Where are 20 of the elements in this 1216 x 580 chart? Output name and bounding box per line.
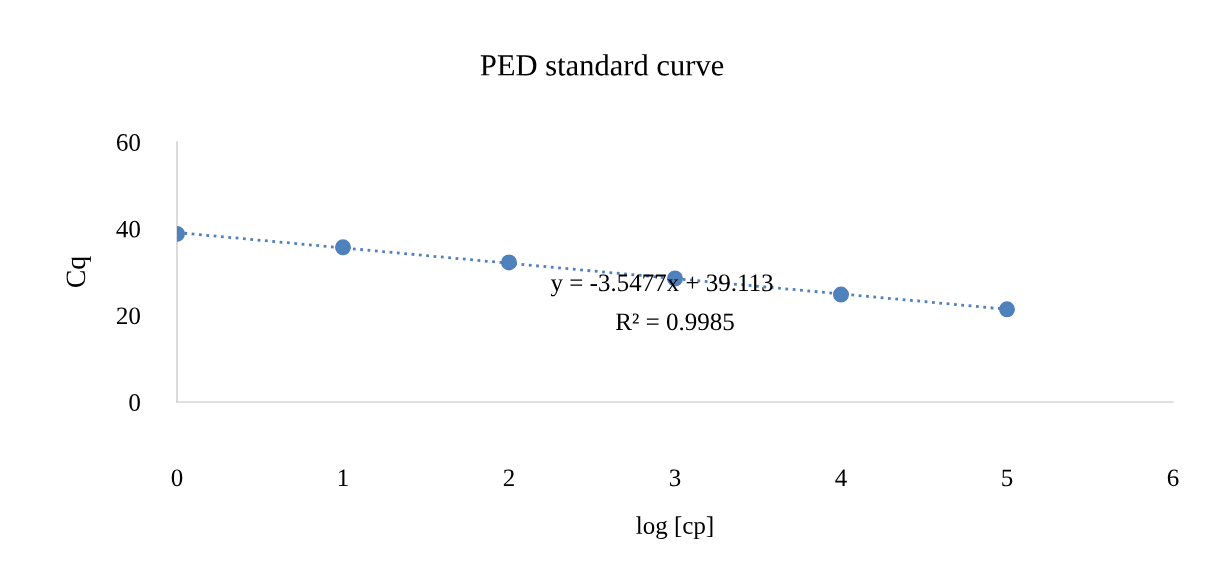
- x-tick-label: 3: [669, 469, 681, 487]
- annotation: R² = 0.9985: [615, 313, 734, 331]
- x-tick-label: 1: [338, 469, 348, 487]
- y-tick-label: 20: [116, 307, 140, 325]
- y-tick-label: 40: [116, 220, 140, 238]
- x-tick-label: 4: [835, 469, 847, 487]
- x-tick-label: 2: [503, 469, 514, 487]
- point: [999, 301, 1015, 318]
- annotation: y = -3.5477x + 39.113: [550, 274, 773, 297]
- x-tick-label: 5: [1002, 469, 1013, 487]
- x-tick-label: 6: [1167, 469, 1179, 487]
- x-axis-title: log [cp]: [636, 516, 713, 540]
- point: [501, 254, 517, 271]
- y-tick-label: 60: [116, 134, 140, 151]
- y-axis-title: Cq: [66, 256, 91, 288]
- chart-title: PED standard curve: [480, 54, 724, 76]
- point: [335, 239, 351, 256]
- point: [833, 286, 849, 303]
- x-tick-label: 0: [171, 469, 183, 487]
- y-tick-label: 0: [129, 394, 140, 411]
